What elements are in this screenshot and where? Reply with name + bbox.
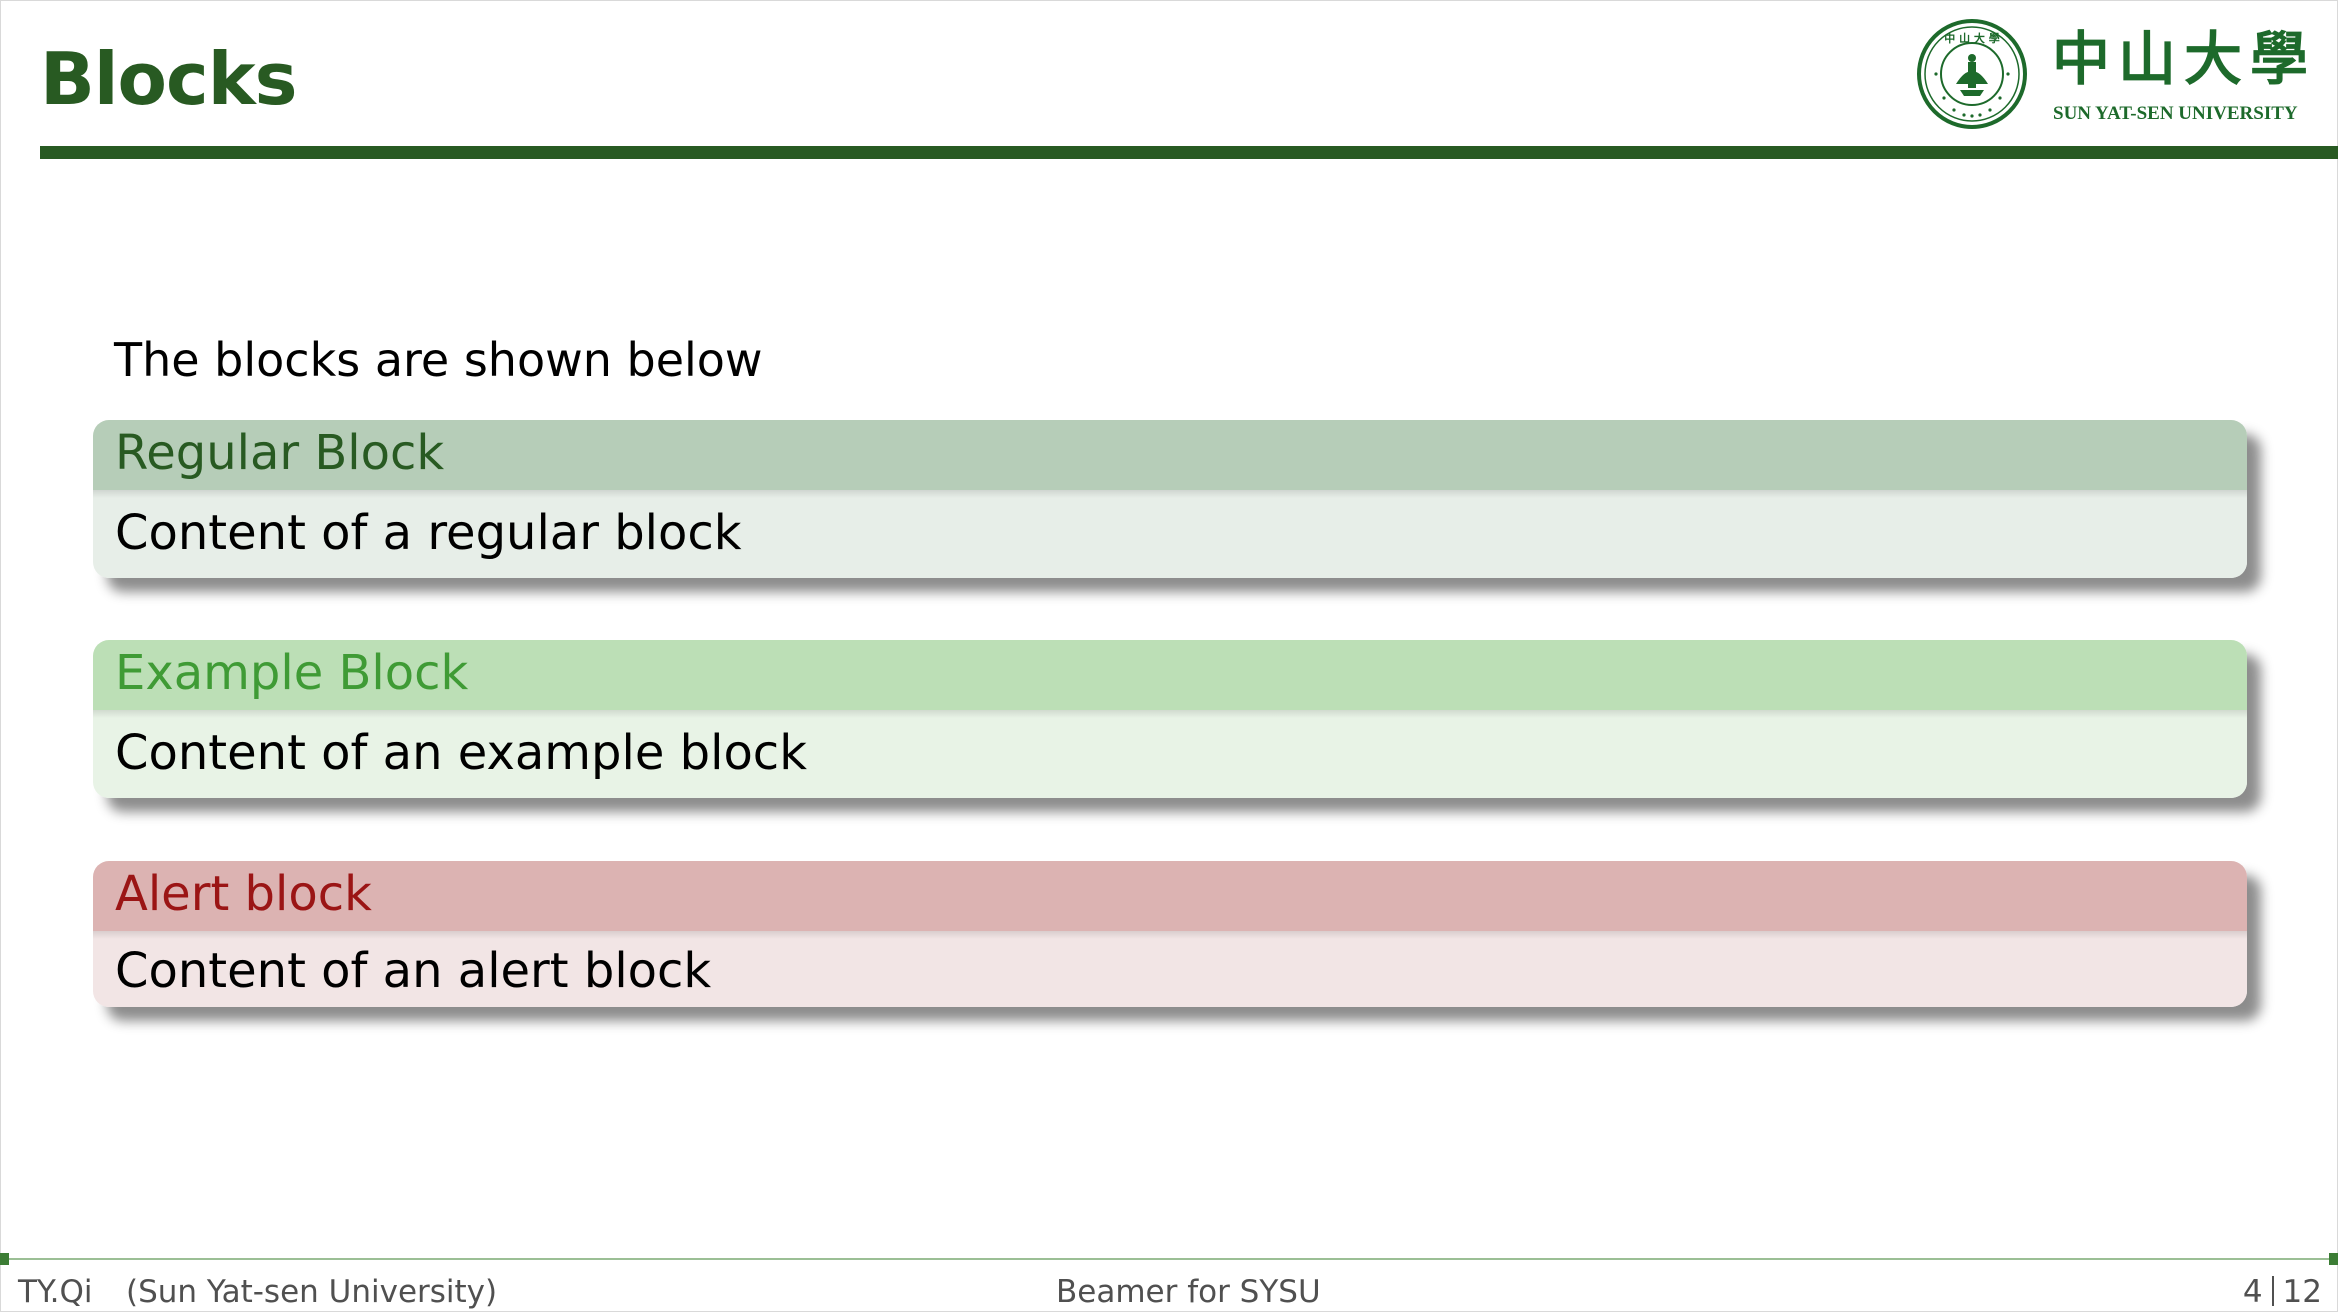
example-block-content: Content of an example block	[93, 710, 2247, 798]
footer-author: TY.Qi	[18, 1274, 93, 1310]
footer-left-marker	[0, 1253, 9, 1265]
alert-block-content: Content of an alert block	[93, 931, 2247, 1007]
regular-block-title: Regular Block	[93, 420, 2247, 498]
footer-right-marker	[2329, 1253, 2338, 1265]
logo-chinese-name: 中山大學	[2052, 25, 2317, 93]
alert-block-title: Alert block	[93, 861, 2247, 939]
regular-block-content: Content of a regular block	[93, 490, 2247, 578]
slide-title: Blocks	[40, 37, 297, 121]
footer-page-separator	[2271, 1276, 2274, 1306]
footer-page-number: 4 12	[2243, 1272, 2322, 1312]
logo-english-name: SUN YAT-SEN UNIVERSITY	[2053, 103, 2298, 124]
footer-rule	[0, 1258, 2338, 1260]
footer-page-total: 12	[2282, 1274, 2322, 1310]
seal-top-text: 中 山 大 學	[1944, 31, 2000, 45]
footer-institution: (Sun Yat-sen University)	[126, 1274, 498, 1310]
alert-block: Alert block Content of an alert block	[93, 861, 2247, 1007]
footer-short-title: Beamer for SYSU	[1056, 1274, 1321, 1310]
title-rule	[40, 146, 2338, 159]
footer-page-current: 4	[2242, 1274, 2263, 1310]
intro-text: The blocks are shown below	[114, 333, 763, 387]
regular-block: Regular Block Content of a regular block	[93, 420, 2247, 578]
university-seal-icon: 中 山 大 學	[1917, 19, 2027, 129]
university-logo: 中 山 大 學 中山大學 SUN YAT-SEN UNIVERSITY	[1912, 14, 2332, 134]
example-block-title: Example Block	[93, 640, 2247, 718]
example-block: Example Block Content of an example bloc…	[93, 640, 2247, 798]
